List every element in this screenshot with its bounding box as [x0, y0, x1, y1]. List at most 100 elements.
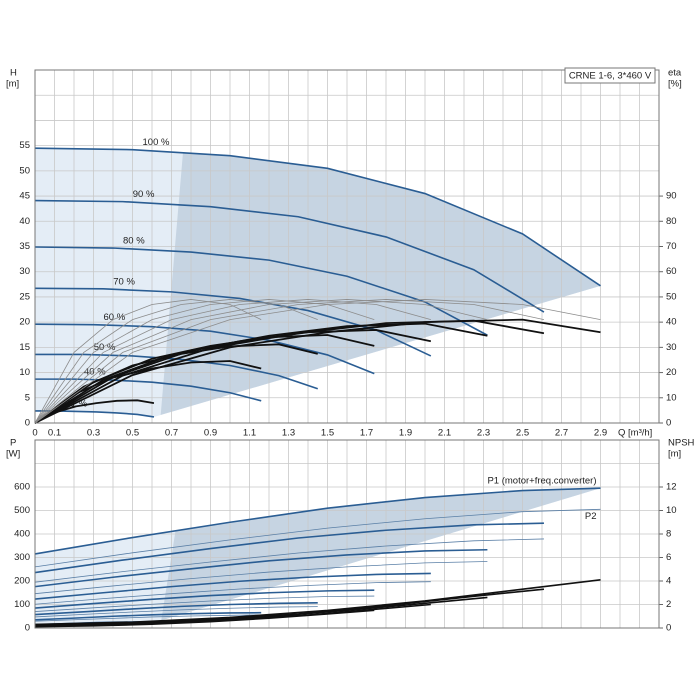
series-label: 70 % — [113, 276, 135, 287]
series-line — [34, 487, 601, 555]
series-line — [34, 508, 601, 568]
x-axis-label: Q [m³/h] — [618, 428, 652, 439]
x-tick-label: 0.7 — [165, 428, 178, 439]
series-line — [35, 353, 319, 390]
series-line — [34, 614, 262, 622]
series-line — [34, 343, 318, 424]
series-line — [35, 378, 262, 402]
y-axis-label: P — [10, 438, 16, 449]
y-tick-label: 200 — [14, 576, 30, 587]
y-tick-label: 400 — [14, 529, 30, 540]
plot-frame — [34, 439, 660, 629]
series-line — [34, 602, 318, 616]
y2-tick-label: 0 — [666, 418, 671, 429]
series-line — [34, 522, 544, 574]
series-line — [34, 581, 431, 605]
x-tick-label: 1.7 — [360, 428, 373, 439]
x-tick-label: 2.9 — [594, 428, 607, 439]
y2-tick-label: 2 — [666, 599, 671, 610]
title-box — [564, 67, 656, 84]
series-line — [34, 299, 431, 424]
series-line — [34, 299, 318, 424]
y-tick-label: 15 — [19, 342, 30, 353]
series-line — [34, 548, 488, 588]
plot-frame — [34, 69, 660, 424]
x-tick-label: 2.3 — [477, 428, 490, 439]
y-tick-label: 5 — [25, 392, 30, 403]
y-tick-label: 0 — [25, 418, 30, 429]
chart-title: CRNE 1-6, 3*460 V — [569, 71, 652, 82]
y-axis-unit: [m] — [6, 79, 19, 90]
y2-tick-label: 60 — [666, 266, 677, 277]
y2-tick-label: 90 — [666, 191, 677, 202]
x-tick-label: 1.9 — [399, 428, 412, 439]
x-tick-label: 1.1 — [243, 428, 256, 439]
series-line — [34, 611, 262, 621]
x-tick-label: 2.7 — [555, 428, 568, 439]
y-tick-label: 20 — [19, 317, 30, 328]
series-label: P2 — [585, 511, 597, 522]
y2-tick-label: 40 — [666, 317, 677, 328]
y2-tick-label: 30 — [666, 342, 677, 353]
y-tick-label: 55 — [19, 140, 30, 151]
y2-tick-label: 70 — [666, 241, 677, 252]
y2-axis-label: NPSH — [668, 438, 695, 449]
series-line — [34, 299, 488, 424]
series-line — [34, 561, 488, 595]
y-tick-label: 600 — [14, 482, 30, 493]
x-tick-label: 0.1 — [48, 428, 61, 439]
x-tick-label: 0.9 — [204, 428, 217, 439]
y2-tick-label: 10 — [666, 392, 677, 403]
series-line — [34, 399, 155, 424]
y-tick-label: 25 — [19, 291, 30, 302]
y2-tick-label: 6 — [666, 552, 671, 563]
series-line — [34, 299, 545, 424]
x-tick-label: 2.1 — [438, 428, 451, 439]
series-line — [34, 360, 262, 424]
y2-tick-label: 0 — [666, 623, 671, 634]
x-tick-label: 1.5 — [321, 428, 334, 439]
series-line — [34, 323, 375, 375]
y2-tick-label: 80 — [666, 216, 677, 227]
series-label: P1 (motor+freq.converter) — [487, 476, 596, 487]
series-line — [34, 147, 601, 287]
x-tick-label: 2.5 — [516, 428, 529, 439]
y2-tick-label: 20 — [666, 367, 677, 378]
series-label: 60 % — [104, 312, 126, 323]
series-line — [34, 572, 431, 600]
y-tick-label: 40 — [19, 216, 30, 227]
y-tick-label: 0 — [25, 623, 30, 634]
x-tick-label: 0.5 — [126, 428, 139, 439]
series-line — [34, 595, 375, 612]
y2-tick-label: 4 — [666, 576, 671, 587]
y-tick-label: 100 — [14, 599, 30, 610]
y-axis-label: H — [10, 68, 17, 79]
series-line — [34, 609, 375, 628]
y-tick-label: 35 — [19, 241, 30, 252]
x-tick-label: 0 — [32, 428, 37, 439]
y2-axis-label: eta — [668, 68, 682, 79]
x-tick-label: 1.3 — [282, 428, 295, 439]
y2-tick-label: 12 — [666, 482, 677, 493]
series-line — [34, 299, 262, 424]
series-line — [34, 538, 544, 583]
y2-axis-unit: [m] — [668, 449, 681, 460]
series-label: 21 % — [65, 398, 87, 409]
y-tick-label: 50 — [19, 165, 30, 176]
series-label: 50 % — [94, 342, 116, 353]
y-tick-label: 500 — [14, 505, 30, 516]
y-tick-label: 10 — [19, 367, 30, 378]
series-label: 100 % — [143, 137, 170, 148]
x-tick-label: 0.3 — [87, 428, 100, 439]
series-line — [34, 589, 375, 609]
series-label: 40 % — [84, 367, 106, 378]
series-line — [34, 299, 375, 424]
y2-tick-label: 10 — [666, 505, 677, 516]
y2-tick-label: 8 — [666, 529, 671, 540]
y-tick-label: 45 — [19, 191, 30, 202]
series-line — [34, 199, 545, 313]
y-tick-label: 300 — [14, 552, 30, 563]
y2-tick-label: 50 — [666, 291, 677, 302]
